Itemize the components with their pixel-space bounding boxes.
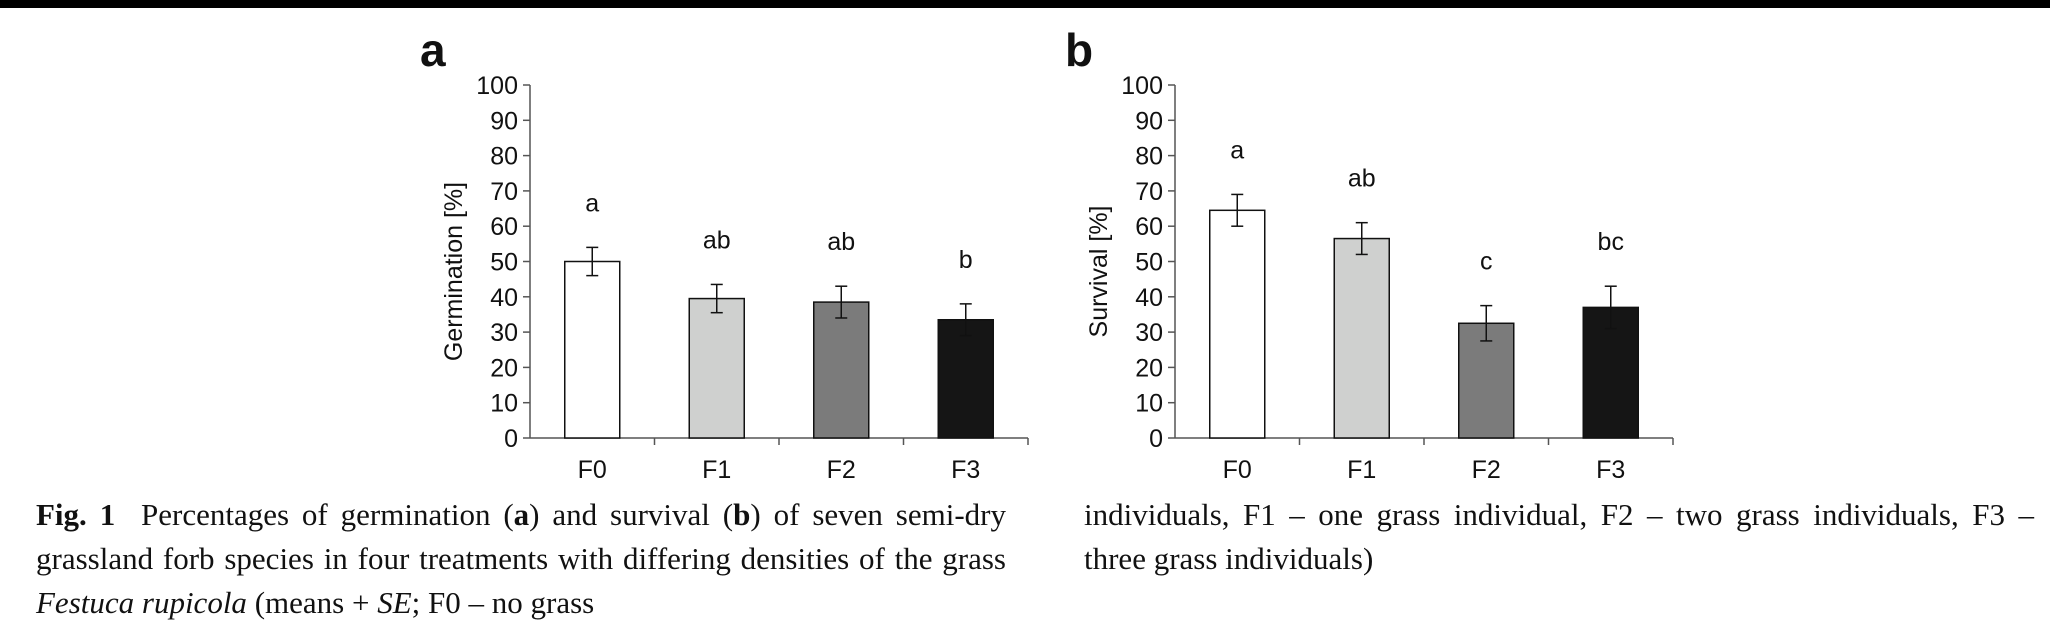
caption-continuation: individuals, F1 – one grass individual, … [1084, 497, 2034, 576]
caption-text-4: (means + [246, 585, 378, 620]
survival-chart: b 0 10 20 30 40 50 60 70 80 90 100 Survival [%] a F0 ab… [1045, 20, 1685, 484]
germination-chart: a 0 10 20 30 40 50 60 70 80 90 100 Germination [%] a F… [400, 20, 1040, 484]
germination-chart-svg: a 0 10 20 30 40 50 60 70 80 90 100 Germination [%] a F… [420, 24, 1029, 484]
caption-text-3: ) of seven semi-dry grassland forb speci… [36, 497, 1006, 576]
chart-1-significance-label: ab [827, 228, 855, 256]
caption-bold-a: a [513, 497, 530, 532]
chart-2-y-axis-label: Survival [%] [1085, 206, 1113, 338]
chart-2-x-tick-label: F1 [1347, 456, 1376, 484]
caption-se: SE [377, 585, 412, 620]
chart-1-significance-label: ab [703, 226, 731, 254]
chart-1-y-tick-label: 0 [504, 425, 518, 453]
chart-2-y-tick-label: 80 [1135, 143, 1163, 171]
caption-text-2: ) and survival ( [529, 497, 734, 532]
chart-1-bar-f0 [564, 260, 621, 439]
chart-2-significance-label: ab [1348, 165, 1376, 193]
chart-2-y-tick-label: 90 [1135, 107, 1163, 135]
chart-1-x-tick-label: F0 [578, 456, 607, 484]
chart-1-y-tick-label: 50 [490, 249, 518, 277]
chart-1-x-tick-label: F2 [827, 456, 856, 484]
figure-caption-continued: individuals, F1 – one grass individual, … [1084, 493, 2034, 581]
chart-2-y-tick-label: 10 [1135, 390, 1163, 418]
chart-1-y-tick-label: 60 [490, 213, 518, 241]
chart-2-y-tick-label: 100 [1121, 72, 1163, 100]
caption-species: Festuca rupicola [36, 585, 247, 620]
chart-2-y-tick-label: 70 [1135, 178, 1163, 206]
chart-1-y-axis-label: Germination [%] [440, 182, 468, 361]
chart-1-y-tick-label: 80 [490, 143, 518, 171]
chart-2-y-tick-label: 60 [1135, 213, 1163, 241]
chart-2-y-tick-label: 30 [1135, 319, 1163, 347]
chart-2-x-tick-label: F3 [1596, 456, 1625, 484]
chart-2-y-tick-label: 50 [1135, 249, 1163, 277]
chart-1-x-tick-label: F1 [702, 456, 731, 484]
chart-2-x-tick-label: F2 [1472, 456, 1501, 484]
chart-1-bar-f1 [688, 297, 745, 439]
top-rule [0, 0, 2050, 8]
figure-caption: Fig. 1 Percentages of germination (a) an… [36, 493, 1006, 625]
chart-1-significance-label: a [585, 189, 599, 217]
survival-chart-svg: b 0 10 20 30 40 50 60 70 80 90 100 Survival [%] a F0 ab… [1065, 24, 1674, 484]
chart-2-panel-label: b [1065, 24, 1093, 76]
chart-1-x-tick-label: F3 [951, 456, 980, 484]
chart-1-significance-label: b [959, 246, 973, 274]
chart-1-y-tick-label: 40 [490, 284, 518, 312]
chart-2-y-tick-label: 20 [1135, 354, 1163, 382]
chart-1-panel-label: a [420, 24, 446, 76]
chart-1-y-tick-label: 20 [490, 354, 518, 382]
chart-1-y-tick-label: 30 [490, 319, 518, 347]
caption-text-1: Percentages of germination ( [141, 497, 514, 532]
chart-2-x-tick-label: F0 [1223, 456, 1252, 484]
chart-2-significance-label: a [1230, 136, 1244, 164]
chart-1-y-tick-label: 90 [490, 107, 518, 135]
chart-1-bar-f3 [937, 318, 994, 439]
chart-2-significance-label: c [1480, 248, 1493, 276]
figure-label: Fig. 1 [36, 497, 116, 532]
chart-2-significance-label: bc [1598, 228, 1624, 256]
chart-2-bar-f2 [1458, 322, 1515, 439]
chart-1-bar-f2 [813, 301, 870, 439]
chart-1-y-tick-label: 70 [490, 178, 518, 206]
chart-1-y-tick-label: 10 [490, 390, 518, 418]
chart-2-y-tick-label: 40 [1135, 284, 1163, 312]
chart-2-bar-f0 [1209, 209, 1266, 439]
caption-text-5: ; F0 – no grass [411, 585, 595, 620]
caption-bold-b: b [733, 497, 751, 532]
chart-1-y-tick-label: 100 [476, 72, 518, 100]
chart-2-y-tick-label: 0 [1149, 425, 1163, 453]
chart-2-bar-f1 [1333, 237, 1390, 439]
